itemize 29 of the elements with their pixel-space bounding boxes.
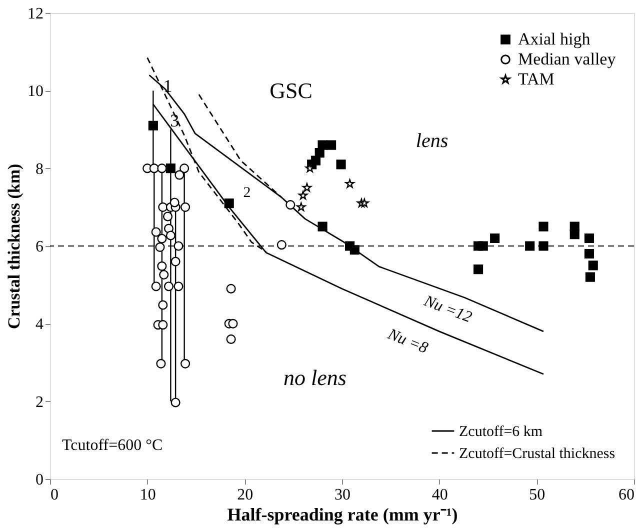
y-axis-title: Crustal thickness (km) (4, 164, 24, 330)
x-tick-label: 0 (50, 486, 58, 504)
annotation: Tcutoff=600 °C (62, 437, 163, 454)
legend-label: Median valley (518, 50, 616, 68)
y-tick-label: 0 (36, 472, 44, 488)
y-tick-label: 6 (36, 238, 44, 256)
y-tick-label: 4 (36, 316, 44, 334)
y-tick-label: 8 (36, 160, 44, 178)
annotation: Nu =12 (420, 292, 474, 326)
annotation: no lens (284, 365, 346, 390)
y-tick-label: 12 (28, 6, 44, 22)
legend-label: Zcutoff=Crustal thickness (459, 446, 616, 462)
annotation: 2 (243, 185, 251, 201)
x-tick-label: 50 (529, 486, 546, 504)
legend-label: Axial high (518, 30, 591, 48)
x-tick-label: 30 (334, 486, 350, 504)
x-tick-label: 60 (618, 486, 634, 504)
annotation: Nu =8 (384, 325, 430, 358)
legend-label: Zcutoff=6 km (459, 424, 543, 440)
y-tick-label: 2 (36, 394, 44, 411)
annotation: 1 (163, 76, 172, 96)
annotation: GSC (270, 78, 312, 103)
x-axis-title: Half-spreading rate (mm yr⁻¹) (227, 504, 458, 524)
x-tick-label: 40 (432, 486, 448, 504)
x-tick-label: 20 (237, 486, 254, 504)
x-tick-label: 10 (140, 486, 156, 504)
legend-label: TAM (518, 70, 554, 88)
y-tick-label: 10 (28, 83, 44, 100)
annotation: lens (416, 130, 448, 152)
